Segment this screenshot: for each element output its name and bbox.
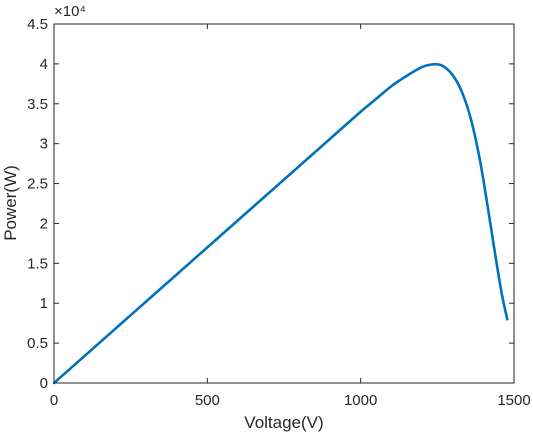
- y-tick-label: 4: [40, 56, 48, 73]
- y-tick-label: 3: [40, 136, 48, 153]
- y-axis-ticks: 0 0.5 1 1.5 2 2.5 3 3.5 4 4.5: [27, 16, 514, 392]
- y-tick-label: 1: [40, 295, 48, 312]
- y-tick-label: 3.5: [27, 96, 48, 113]
- y-tick-label: 2.5: [27, 176, 48, 193]
- y-tick-label: 2: [40, 215, 48, 232]
- y-tick-label: 1.5: [27, 255, 48, 272]
- x-axis-ticks: 0 500 1000 1500: [50, 24, 531, 409]
- x-tick-label: 1000: [344, 392, 377, 409]
- x-tick-label: 500: [195, 392, 220, 409]
- power-curve: [52, 62, 509, 385]
- y-tick-label: 0: [40, 375, 48, 392]
- y-axis-label: Power(W): [1, 165, 20, 241]
- plot-frame: [53, 23, 515, 384]
- plot-area: [54, 24, 514, 383]
- x-tick-label: 1500: [497, 392, 530, 409]
- x-tick-label: 0: [50, 392, 58, 409]
- y-tick-label: 4.5: [27, 16, 48, 33]
- y-exponent-label: ×10⁴: [54, 3, 86, 20]
- y-tick-label: 0.5: [27, 335, 48, 352]
- x-axis-label: Voltage(V): [244, 413, 323, 432]
